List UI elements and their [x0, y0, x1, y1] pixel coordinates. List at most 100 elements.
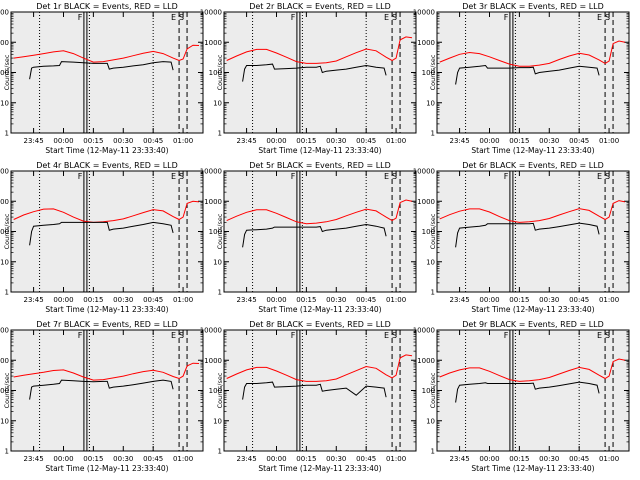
y-tick-label: 1000: [204, 39, 222, 47]
panel-9: Det 9r BLACK = Events, RED = LLD 1 10 100 10…: [413, 320, 630, 473]
x-tick-label: 00:15: [296, 137, 316, 145]
y-tick-label: 10: [426, 417, 435, 425]
x-tick-label: 00:00: [266, 137, 286, 145]
y-axis-label: Counts/sec: [3, 372, 11, 408]
y-tick-label: 1: [5, 289, 9, 297]
x-tick-label: 23:45: [236, 137, 256, 145]
marker-label: S: [605, 13, 610, 22]
marker-label: E: [597, 172, 602, 181]
y-tick-label: 1000: [0, 198, 9, 206]
x-tick-label: 23:45: [23, 137, 43, 145]
x-tick-label: 01:00: [173, 296, 193, 304]
chart-title: Det 2r BLACK = Events, RED = LLD: [249, 2, 391, 11]
x-tick-label: 00:30: [113, 296, 133, 304]
x-tick-label: 01:00: [386, 455, 406, 463]
y-tick-label: 100: [0, 69, 9, 77]
panel-6: Det 6r BLACK = Events, RED = LLD 1 10 100 10…: [413, 161, 630, 314]
y-axis-label: Counts/sec: [429, 54, 437, 90]
y-tick-label: 1000: [0, 39, 9, 47]
y-tick-label: 100: [422, 387, 435, 395]
panel-8: Det 8r BLACK = Events, RED = LLD 1 10 100 10…: [200, 320, 417, 473]
marker-label: E: [171, 331, 176, 340]
x-tick-label: 00:00: [53, 137, 73, 145]
chart-title: Det 5r BLACK = Events, RED = LLD: [249, 161, 391, 170]
chart-title: Det 9r BLACK = Events, RED = LLD: [462, 320, 604, 329]
lld-series-line: [13, 362, 200, 381]
marker-label: F: [78, 172, 83, 181]
y-tick-label: 1: [5, 130, 9, 138]
y-tick-label: 10000: [0, 168, 9, 176]
x-tick-label: 00:45: [356, 455, 376, 463]
x-tick-label: 00:30: [326, 137, 346, 145]
marker-label: S: [179, 13, 184, 22]
panel-7: Det 7r BLACK = Events, RED = LLD 1 10 100 10…: [0, 320, 204, 473]
plot-area: [223, 11, 417, 134]
x-axis-label: Start Time (12-May-11 23:33:40): [258, 146, 381, 155]
panel-2: Det 2r BLACK = Events, RED = LLD 1 10 100 10…: [200, 2, 417, 155]
x-tick-label: 23:45: [449, 296, 469, 304]
plot-area: [436, 11, 630, 134]
x-tick-label: 00:15: [83, 137, 103, 145]
y-tick-label: 10: [213, 417, 222, 425]
marker-label: E: [171, 172, 176, 181]
lld-series-line: [13, 44, 200, 63]
marker-label: S: [392, 331, 397, 340]
y-axis-label: Counts/sec: [429, 213, 437, 249]
x-tick-label: 00:15: [83, 296, 103, 304]
x-axis-label: Start Time (12-May-11 23:33:40): [45, 305, 168, 314]
x-tick-label: 00:30: [539, 296, 559, 304]
chart-title: Det 4r BLACK = Events, RED = LLD: [36, 161, 178, 170]
y-tick-label: 1000: [204, 198, 222, 206]
x-tick-label: 00:45: [569, 296, 589, 304]
x-tick-label: 00:45: [356, 296, 376, 304]
events-series-line: [29, 61, 174, 80]
chart-title: Det 6r BLACK = Events, RED = LLD: [462, 161, 604, 170]
y-tick-label: 1: [431, 130, 435, 138]
x-tick-label: 01:00: [173, 455, 193, 463]
events-series-line: [455, 64, 600, 85]
panel-3: Det 3r BLACK = Events, RED = LLD 1 10 100 10…: [413, 2, 630, 155]
x-tick-label: 00:00: [266, 296, 286, 304]
marker-label: F: [504, 13, 509, 22]
x-tick-label: 23:45: [23, 455, 43, 463]
y-tick-label: 100: [209, 387, 222, 395]
marker-label: F: [291, 172, 296, 181]
x-axis-label: Start Time (12-May-11 23:33:40): [258, 464, 381, 473]
events-series-line: [242, 63, 387, 82]
y-tick-label: 1: [431, 289, 435, 297]
marker-label: F: [78, 13, 83, 22]
x-tick-label: 00:15: [509, 137, 529, 145]
marker-label: F: [78, 331, 83, 340]
x-tick-label: 23:45: [449, 137, 469, 145]
y-tick-label: 10: [213, 99, 222, 107]
x-axis-label: Start Time (12-May-11 23:33:40): [471, 464, 594, 473]
panel-4: Det 4r BLACK = Events, RED = LLD 1 10 100 10…: [0, 161, 204, 314]
lld-series-line: [226, 199, 413, 225]
marker-label: F: [291, 13, 296, 22]
x-tick-label: 00:00: [479, 296, 499, 304]
x-axis-label: Start Time (12-May-11 23:33:40): [471, 146, 594, 155]
x-tick-label: 00:00: [53, 296, 73, 304]
x-tick-label: 01:00: [599, 137, 619, 145]
x-tick-label: 00:00: [479, 137, 499, 145]
y-tick-label: 10: [213, 258, 222, 266]
marker-label: F: [291, 331, 296, 340]
panel-5: Det 5r BLACK = Events, RED = LLD 1 10 100 10…: [200, 161, 417, 314]
y-tick-label: 10000: [200, 9, 222, 17]
y-tick-label: 100: [0, 387, 9, 395]
x-tick-label: 01:00: [386, 137, 406, 145]
events-series-line: [242, 223, 387, 248]
y-tick-label: 10: [0, 258, 9, 266]
marker-label: E: [384, 172, 389, 181]
y-tick-label: 100: [422, 69, 435, 77]
y-tick-label: 10: [0, 417, 9, 425]
x-tick-label: 23:45: [449, 455, 469, 463]
y-tick-label: 10: [426, 99, 435, 107]
x-tick-label: 01:00: [599, 296, 619, 304]
marker-label: S: [179, 331, 184, 340]
y-tick-label: 10000: [413, 9, 435, 17]
x-axis-label: Start Time (12-May-11 23:33:40): [471, 305, 594, 314]
y-tick-label: 1000: [417, 39, 435, 47]
x-tick-label: 23:45: [236, 455, 256, 463]
